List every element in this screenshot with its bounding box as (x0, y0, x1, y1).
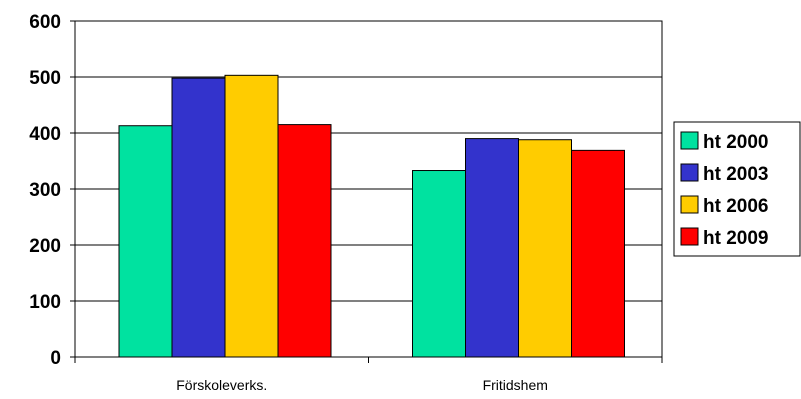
x-tick-label: Förskoleverks. (176, 377, 267, 393)
bar-ht-2000-1 (118, 125, 173, 358)
legend-swatch (680, 227, 699, 246)
x-tick-label: Fritidshem (483, 377, 548, 393)
bars (118, 74, 625, 358)
legend: ht 2000 ht 2003 ht 2006 ht 2009 (673, 121, 801, 257)
legend-label: ht 2009 (703, 228, 768, 249)
bar-ht-2009-2 (571, 149, 625, 358)
y-tick-label: 0 (50, 348, 61, 369)
legend-swatch (680, 195, 699, 214)
legend-swatch (680, 163, 699, 182)
bar-ht-2003-1 (171, 77, 226, 358)
y-tick-label: 600 (29, 12, 61, 33)
bar-ht-2000-2 (412, 170, 466, 358)
legend-label: ht 2006 (703, 196, 768, 217)
y-tick-label: 300 (29, 180, 61, 201)
y-axis-tick-labels: 0 100 200 300 400 500 600 (29, 12, 61, 369)
legend-label: ht 2000 (703, 132, 768, 153)
x-axis-tick-labels: Förskoleverks. Fritidshem (176, 377, 548, 393)
y-tick-label: 400 (29, 124, 61, 145)
y-tick-label: 500 (29, 68, 61, 89)
bar-ht-2009-1 (277, 124, 332, 358)
legend-swatch (680, 131, 699, 150)
axes (70, 20, 663, 363)
bar-ht-2006-1 (224, 74, 279, 358)
legend-label: ht 2003 (703, 164, 768, 185)
y-tick-label: 200 (29, 236, 61, 257)
bar-ht-2003-2 (465, 138, 519, 358)
y-tick-label: 100 (29, 292, 61, 313)
bar-ht-2006-2 (518, 139, 572, 358)
